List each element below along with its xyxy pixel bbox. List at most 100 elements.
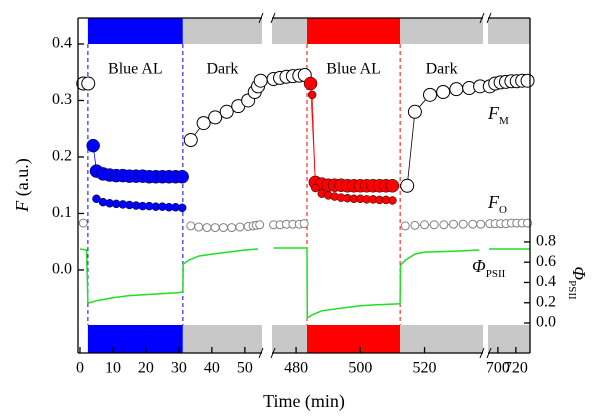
data-point	[255, 220, 265, 230]
y-axis-unit: (a.u.)	[12, 158, 33, 200]
data-point	[235, 222, 245, 232]
y2-axis-label: ΦPSII	[566, 266, 588, 300]
data-point	[476, 219, 486, 229]
x-tick-label: 50	[237, 360, 253, 377]
data-point	[81, 76, 96, 91]
data-point	[388, 196, 397, 205]
data-point	[429, 220, 439, 230]
period-band-top	[400, 18, 483, 44]
data-point	[307, 90, 317, 100]
axis-break	[479, 12, 485, 24]
data-point	[78, 218, 88, 228]
x-tick-label: 10	[105, 360, 121, 377]
period-band-bottom	[400, 325, 483, 353]
period-band-bottom	[272, 325, 308, 353]
axis-break	[270, 12, 276, 24]
data-point	[520, 73, 535, 88]
x-tick-label: 40	[204, 360, 220, 377]
data-point	[410, 220, 420, 230]
annotation-symbol: Φ	[472, 256, 486, 276]
axis-break	[486, 347, 492, 359]
y-tick-label: 0.0	[52, 261, 72, 278]
x-tick-label: 500	[348, 360, 372, 377]
data-point	[303, 76, 318, 91]
y2-tick-label: 0.2	[536, 293, 556, 310]
data-point	[183, 133, 198, 148]
axis-break	[486, 12, 492, 24]
x-axis-label: Time (min)	[263, 391, 345, 412]
data-point	[458, 219, 468, 229]
period-band-top	[87, 18, 183, 44]
period-band-top	[488, 18, 530, 44]
y-tick-label: 0.3	[52, 91, 72, 108]
data-point	[436, 85, 451, 100]
period-label: Blue AL	[326, 61, 381, 78]
axis-break	[258, 347, 264, 359]
data-point	[420, 220, 430, 230]
annotation-symbol: F	[487, 103, 500, 123]
y2-tick-label: 0.6	[536, 253, 556, 270]
period-label: Dark	[206, 61, 238, 78]
y2-tick-label: 0.8	[536, 233, 556, 250]
y-tick-label: 0.4	[52, 35, 72, 52]
period-band-top	[307, 18, 401, 44]
x-tick-label: 720	[504, 360, 528, 377]
data-point	[210, 223, 220, 233]
x-tick-label: 20	[138, 360, 154, 377]
data-point	[385, 179, 400, 193]
period-band-bottom	[307, 325, 401, 353]
markers	[76, 68, 535, 233]
y2-tick-label: 0.0	[536, 314, 556, 331]
data-point	[208, 110, 223, 125]
data-point	[400, 221, 410, 231]
axis-break	[258, 12, 264, 24]
y2-axis-symbol: Φ	[569, 266, 589, 280]
annotation: ΦPSII	[472, 256, 506, 279]
series-line	[79, 247, 530, 320]
data-point	[196, 116, 211, 131]
x-tick-label: 700	[486, 360, 510, 377]
y2-axis-sub: PSII	[566, 280, 578, 300]
data-point	[439, 220, 449, 230]
y-axis-symbol: F	[12, 200, 32, 213]
data-point	[177, 203, 187, 213]
data-point	[219, 104, 234, 119]
data-point	[175, 169, 189, 184]
y-axis-label: F (a.u.)	[12, 158, 33, 212]
data-point	[92, 194, 101, 204]
annotation-sub: O	[499, 204, 507, 216]
data-point	[194, 222, 204, 232]
data-point	[448, 219, 458, 229]
y-tick-label: 0.2	[52, 148, 72, 165]
data-point	[227, 223, 237, 233]
period-band-bottom	[87, 325, 183, 353]
x-tick-label: 520	[413, 360, 437, 377]
annotation-sub: M	[499, 115, 509, 127]
axis-break	[270, 347, 276, 359]
data-point	[468, 219, 478, 229]
x-tick-label: 0	[76, 360, 84, 377]
data-point	[253, 73, 268, 88]
y2-tick-label: 0.4	[536, 273, 556, 290]
data-point	[86, 138, 100, 153]
period-band-bottom	[488, 325, 530, 353]
data-point	[423, 87, 438, 102]
data-point	[218, 223, 228, 233]
lines	[79, 74, 530, 320]
data-point	[449, 82, 464, 97]
annotation-symbol: F	[487, 192, 500, 212]
x-tick-label: 30	[171, 360, 187, 377]
series-line	[310, 83, 393, 187]
data-point	[299, 219, 309, 229]
data-point	[186, 221, 196, 231]
annotation-sub: PSII	[486, 268, 506, 280]
data-point	[400, 178, 415, 193]
period-label: Dark	[426, 61, 458, 78]
period-label: Blue AL	[108, 61, 163, 78]
period-band-top	[272, 18, 308, 44]
data-point	[311, 183, 320, 193]
data-point	[407, 104, 422, 119]
bands: Blue AL Dark Blue AL Dark	[87, 18, 530, 353]
